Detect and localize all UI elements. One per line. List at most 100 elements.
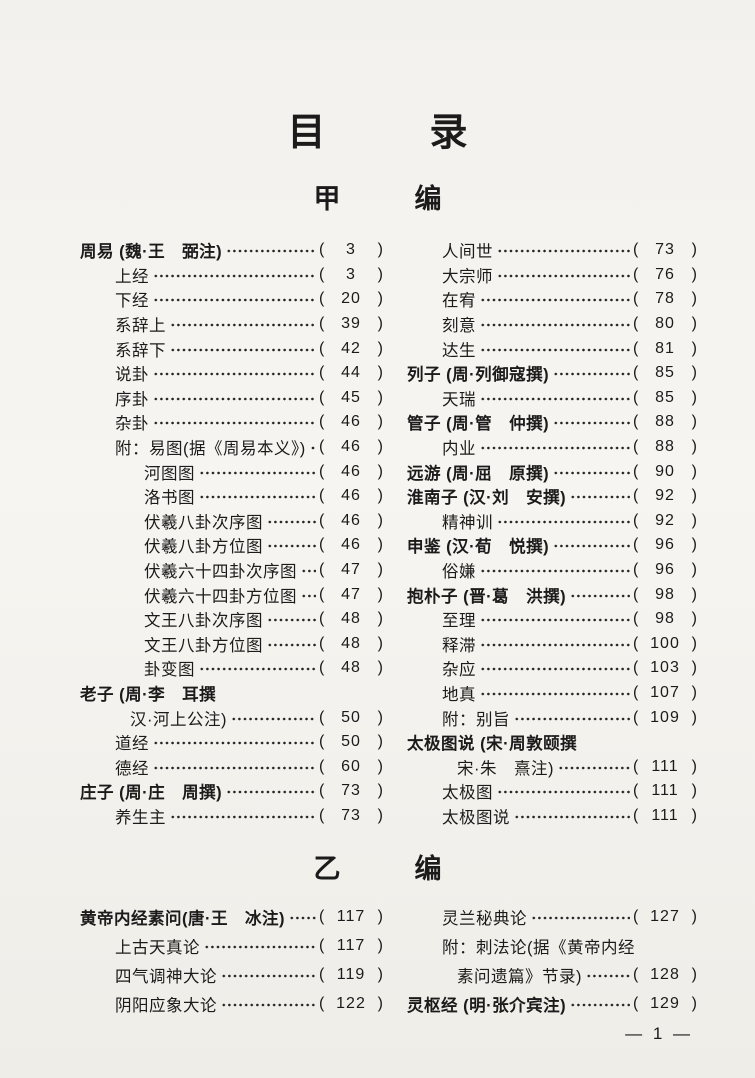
dot-leader bbox=[153, 740, 316, 747]
toc-entry-label: 德经 bbox=[115, 759, 149, 778]
toc-entry-label: 汉·河上公注) bbox=[130, 710, 227, 729]
dot-leader bbox=[514, 813, 630, 820]
dot-leader bbox=[153, 297, 316, 304]
toc-entry: 周易 (魏·王 弼注) (3) bbox=[80, 238, 383, 263]
toc-entry: 释滞 (100) bbox=[407, 632, 697, 657]
toc-entry: 附：刺法论(据《黄帝内经 bbox=[407, 931, 697, 960]
toc-entry: 精神训 (92) bbox=[407, 509, 697, 534]
toc-entry-label: 太极图 bbox=[442, 784, 493, 803]
page-number: (127) bbox=[633, 907, 697, 925]
page-number: (103) bbox=[633, 659, 697, 677]
toc-entry-label: 附：别旨 bbox=[442, 710, 510, 729]
dot-leader bbox=[570, 494, 630, 501]
dot-leader bbox=[497, 272, 630, 279]
dot-leader bbox=[170, 322, 316, 329]
toc-entry: 大宗师 (76) bbox=[407, 263, 697, 288]
page-number: (60) bbox=[319, 757, 383, 775]
toc-entry: 老子 (周·李 耳撰 bbox=[80, 681, 383, 706]
toc-entry-label: 刻意 bbox=[442, 317, 476, 336]
dot-leader bbox=[153, 371, 316, 378]
toc-entry: 系辞上 (39) bbox=[80, 312, 383, 337]
page-footer-number: — 1 — bbox=[625, 1024, 693, 1043]
toc-entry: 达生 (81) bbox=[407, 336, 697, 361]
page-number: (80) bbox=[633, 315, 697, 333]
dot-leader bbox=[199, 666, 316, 673]
toc-entry-label: 伏羲八卦次序图 bbox=[144, 513, 263, 532]
dot-leader bbox=[170, 346, 316, 353]
toc-entry-label: 下经 bbox=[115, 292, 149, 311]
page-title-char: 目 bbox=[287, 112, 326, 154]
dot-leader bbox=[221, 1001, 316, 1008]
toc-entry-label: 宋·朱 熹注) bbox=[457, 759, 554, 778]
toc-entry: 太极图说 (宋·周敦颐撰 bbox=[407, 730, 697, 755]
toc-entry-label: 杂卦 bbox=[115, 415, 149, 434]
page-number: (96) bbox=[633, 561, 697, 579]
toc-entry-label: 序卦 bbox=[115, 390, 149, 409]
toc-entry: 内业 (88) bbox=[407, 435, 697, 460]
page-title: 目 录 bbox=[0, 0, 755, 156]
dot-leader bbox=[153, 395, 316, 402]
page-number: (44) bbox=[319, 364, 383, 382]
toc-entry: 宋·朱 熹注) (111) bbox=[407, 754, 697, 779]
dot-leader bbox=[514, 715, 630, 722]
dot-leader bbox=[480, 617, 630, 624]
toc-entry: 庄子 (周·庄 周撰) (73) bbox=[80, 779, 383, 804]
dot-leader bbox=[497, 789, 630, 796]
page-number: (46) bbox=[319, 438, 383, 456]
toc-entry-label: 系辞上 bbox=[115, 317, 166, 336]
toc-entry: 灵兰秘典论 (127) bbox=[407, 902, 697, 931]
toc-entry-label: 素问遗篇》节录) bbox=[457, 967, 582, 986]
section-heading-char: 编 bbox=[414, 184, 442, 214]
toc-entry: 刻意 (80) bbox=[407, 312, 697, 337]
page-number: (117) bbox=[319, 907, 383, 925]
toc-entry-label: 灵兰秘典论 bbox=[442, 909, 527, 928]
toc-entry-label: 伏羲六十四卦方位图 bbox=[144, 587, 297, 606]
dot-leader bbox=[480, 445, 630, 452]
dot-leader bbox=[480, 666, 630, 673]
toc-entry: 至理 (98) bbox=[407, 607, 697, 632]
toc-entry-label: 人间世 bbox=[442, 243, 493, 262]
toc-entry-label: 阴阳应象大论 bbox=[115, 996, 217, 1015]
page-number: (76) bbox=[633, 265, 697, 283]
toc-entry: 说卦 (44) bbox=[80, 361, 383, 386]
section-heading-jia: 甲 编 bbox=[0, 182, 755, 216]
dot-leader bbox=[199, 494, 316, 501]
toc-entry: 素问遗篇》节录) (128) bbox=[407, 960, 697, 989]
page-number: (48) bbox=[319, 610, 383, 628]
page-number: (73) bbox=[319, 782, 383, 800]
page-number: (98) bbox=[633, 610, 697, 628]
toc-entry-label: 四气调神大论 bbox=[115, 967, 217, 986]
toc-entry-label: 精神训 bbox=[442, 513, 493, 532]
toc-entry-label: 周易 (魏·王 弼注) bbox=[80, 243, 223, 262]
page-number: (111) bbox=[633, 757, 697, 775]
dot-leader bbox=[497, 518, 630, 525]
toc-entry-label: 达生 bbox=[442, 341, 476, 360]
dot-leader bbox=[153, 420, 316, 427]
toc-section-jia: 周易 (魏·王 弼注) (3) 上经 (3) 下经 (20) 系辞上 (39) 系辞下 (42) 说… bbox=[0, 238, 755, 828]
dot-leader bbox=[226, 789, 316, 796]
toc-entry-label: 老子 (周·李 耳撰 bbox=[80, 685, 217, 704]
page-number: (88) bbox=[633, 438, 697, 456]
page-number: (107) bbox=[633, 683, 697, 701]
toc-entry: 地真 (107) bbox=[407, 681, 697, 706]
page-number: (50) bbox=[319, 708, 383, 726]
toc-entry-label: 俗嫌 bbox=[442, 563, 476, 582]
page-number: (46) bbox=[319, 413, 383, 431]
toc-entry: 洛书图 (46) bbox=[80, 484, 383, 509]
toc-entry: 附：易图(据《周易本义》) (46) bbox=[80, 435, 383, 460]
toc-entry-label: 地真 bbox=[442, 685, 476, 704]
dot-leader bbox=[570, 1001, 630, 1008]
page-number: (92) bbox=[633, 511, 697, 529]
page-number: (98) bbox=[633, 585, 697, 603]
toc-column-left: 周易 (魏·王 弼注) (3) 上经 (3) 下经 (20) 系辞上 (39) 系辞下 (42) 说… bbox=[80, 238, 383, 828]
toc-entry: 序卦 (45) bbox=[80, 386, 383, 411]
toc-entry-label: 内业 bbox=[442, 440, 476, 459]
toc-entry-label: 系辞下 bbox=[115, 341, 166, 360]
page-number: (81) bbox=[633, 339, 697, 357]
toc-entry: 汉·河上公注) (50) bbox=[80, 705, 383, 730]
dot-leader bbox=[153, 764, 316, 771]
toc-entry: 上古天真论 (117) bbox=[80, 931, 383, 960]
toc-entry: 管子 (周·管 仲撰) (88) bbox=[407, 410, 697, 435]
toc-column-right: 灵兰秘典论 (127) 附：刺法论(据《黄帝内经 素问遗篇》节录) (128) 灵枢经 (… bbox=[407, 902, 697, 1018]
